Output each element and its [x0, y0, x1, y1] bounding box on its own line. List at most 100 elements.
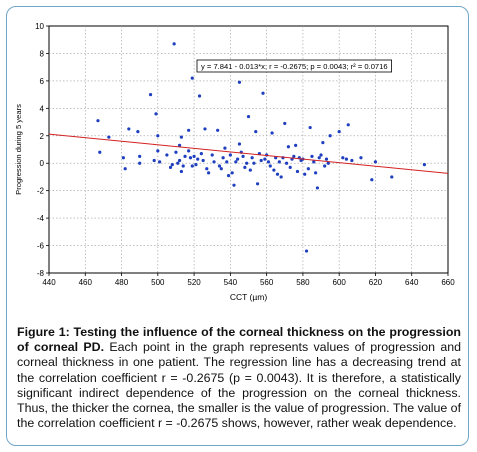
data-point	[319, 153, 323, 157]
data-point	[205, 167, 209, 171]
data-point	[230, 171, 234, 175]
data-point	[422, 162, 427, 167]
data-point	[243, 165, 247, 169]
data-point	[207, 171, 211, 175]
data-point	[270, 131, 274, 135]
data-point	[158, 160, 162, 164]
data-point	[212, 160, 216, 164]
data-point	[245, 161, 249, 165]
data-point	[123, 167, 127, 171]
data-point	[328, 134, 332, 138]
data-point	[246, 114, 251, 119]
regression-line	[48, 133, 449, 174]
axis-ticks: 440 460 480 500 520 540 560 580 600 620 640 660-8-6…	[35, 22, 455, 287]
data-point	[177, 158, 182, 163]
data-point	[268, 164, 272, 168]
data-point	[370, 178, 374, 182]
regression-annotation-text: y = 7.841 - 0.013*x; r = -0.2675; p = 0.…	[201, 62, 388, 71]
data-point	[344, 157, 349, 161]
data-point	[248, 168, 252, 172]
x-tick-label: 480	[115, 278, 129, 287]
data-point	[156, 134, 160, 138]
data-point	[234, 160, 238, 164]
data-point	[288, 165, 292, 169]
data-point	[98, 150, 102, 154]
scatter-chart: 440 460 480 500 520 540 560 580 600 620 640 660-8-6…	[14, 22, 455, 302]
data-point	[390, 175, 394, 179]
data-point	[217, 164, 222, 168]
data-point	[303, 172, 307, 176]
data-point	[136, 130, 140, 134]
data-point	[315, 186, 320, 190]
data-point	[121, 156, 125, 160]
data-point	[255, 182, 260, 186]
x-tick-label: 640	[405, 278, 419, 287]
data-point	[295, 169, 300, 174]
x-tick-label: 520	[187, 278, 201, 287]
data-point	[277, 160, 281, 164]
data-point	[259, 158, 263, 163]
data-point	[237, 142, 242, 146]
data-point	[284, 161, 289, 165]
data-point	[252, 161, 256, 165]
y-tick-label: -6	[37, 242, 45, 251]
data-point	[179, 169, 183, 174]
figure-card: 440 460 480 500 520 540 560 580 600 620 640 660 -8 -6…	[6, 6, 469, 446]
data-point	[107, 135, 111, 139]
data-point	[308, 125, 312, 130]
data-point	[210, 153, 214, 157]
data-point	[324, 157, 329, 161]
data-point	[232, 183, 236, 187]
data-point	[283, 121, 287, 126]
data-point	[219, 167, 223, 171]
data-point	[223, 146, 227, 150]
y-tick-label: 0	[40, 159, 45, 168]
data-point	[192, 154, 196, 158]
caption-label: Figure 1: Testing the influence of the c…	[17, 325, 461, 355]
data-point	[190, 164, 194, 168]
data-point	[176, 161, 180, 165]
y-tick-label: 8	[40, 49, 45, 58]
data-point	[226, 173, 231, 178]
data-point	[286, 145, 290, 149]
data-point	[263, 157, 267, 161]
data-point	[317, 156, 321, 160]
data-point	[216, 128, 220, 132]
regression-annotation: y = 7.841 - 0.013*x; r = -0.2675; p = 0.…	[196, 59, 393, 73]
x-tick-label: 460	[79, 278, 93, 287]
data-point	[188, 156, 193, 160]
data-point	[194, 162, 198, 167]
data-point	[127, 127, 131, 131]
data-point	[323, 164, 327, 168]
data-point	[350, 158, 354, 163]
data-point	[326, 161, 330, 165]
data-point	[261, 91, 265, 95]
x-tick-label: 500	[151, 278, 165, 287]
data-point	[292, 154, 296, 158]
data-point	[272, 168, 276, 172]
y-tick-label: 4	[40, 104, 45, 113]
data-point	[237, 80, 242, 84]
data-point	[312, 160, 316, 164]
data-point	[359, 156, 363, 160]
data-point	[279, 175, 283, 179]
data-point	[187, 149, 191, 153]
data-point	[156, 149, 160, 153]
x-axis-label: CCT (µm)	[230, 292, 267, 302]
data-point	[181, 164, 185, 168]
data-point	[241, 154, 245, 158]
data-point	[321, 141, 325, 145]
data-point	[190, 76, 194, 80]
data-point	[168, 165, 173, 169]
data-point	[96, 119, 100, 123]
data-point	[199, 152, 203, 156]
y-tick-label: -2	[37, 187, 45, 196]
x-tick-label: 560	[260, 278, 274, 287]
y-tick-label: 2	[40, 132, 45, 141]
data-point	[310, 154, 314, 158]
data-point	[294, 143, 298, 147]
data-point	[152, 158, 156, 163]
data-point	[187, 128, 191, 132]
data-point	[373, 160, 378, 164]
data-point	[337, 130, 341, 134]
